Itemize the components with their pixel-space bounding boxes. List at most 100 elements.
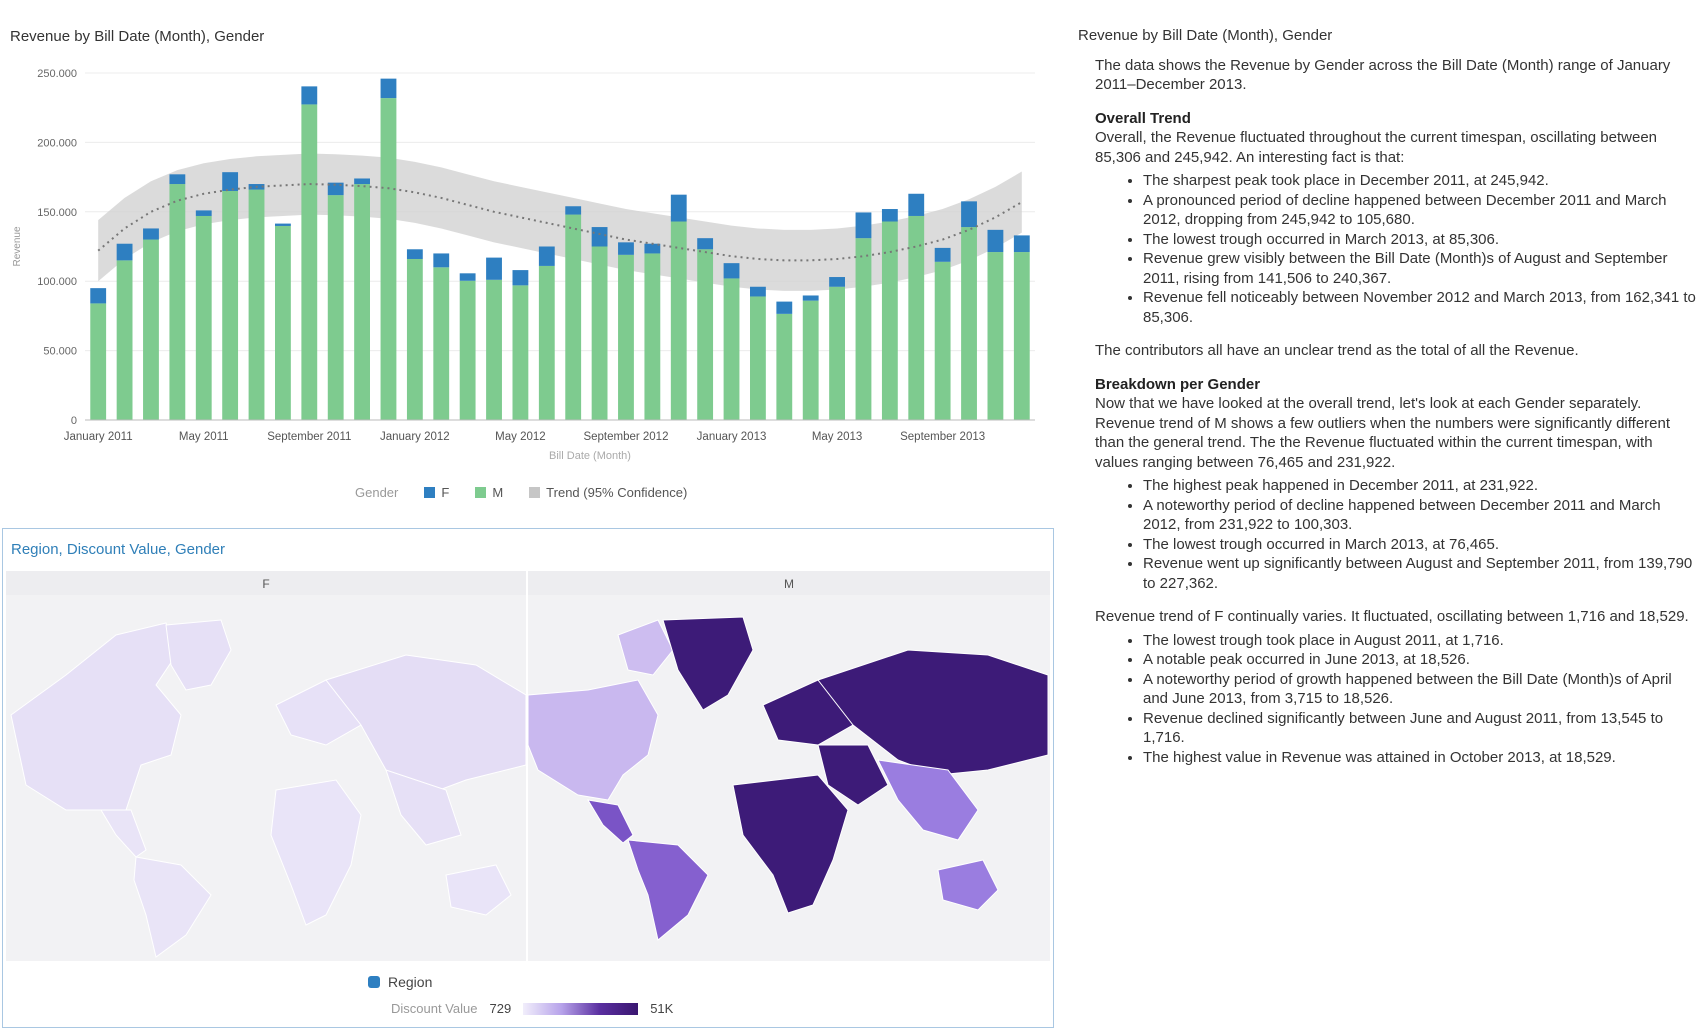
x-tick-label: May 2012 — [495, 431, 546, 443]
bar-m — [934, 261, 951, 420]
f-bullet: The highest value in Revenue was attaine… — [1143, 748, 1698, 768]
map-region-middle-east-m — [817, 744, 889, 806]
m-bullet: The lowest trough occurred in March 2013… — [1143, 535, 1698, 555]
bar-m — [565, 214, 582, 420]
map-facet-m[interactable]: M — [528, 571, 1050, 961]
world-map-f[interactable] — [6, 595, 526, 961]
contributors-text: The contributors all have an unclear tre… — [1095, 342, 1579, 359]
map-region-africa-m — [732, 774, 849, 914]
bar-f — [802, 295, 819, 301]
map-region-south-america-f — [133, 856, 212, 958]
bar-m — [116, 260, 133, 420]
bar-f — [618, 242, 634, 255]
bar-f — [354, 178, 370, 185]
map-region-canada-arctic-m — [617, 619, 674, 676]
bar-m — [380, 98, 397, 421]
narrative-title: Revenue by Bill Date (Month), Gender — [1078, 27, 1333, 44]
y-tick-label: 200.000 — [37, 137, 77, 149]
bar-f — [275, 223, 291, 226]
narrative-intro: The data shows the Revenue by Gender acr… — [1095, 56, 1671, 94]
bar-m — [512, 285, 529, 420]
bar-m — [301, 104, 318, 421]
bar-m — [538, 265, 555, 420]
bar-f — [934, 247, 951, 262]
y-tick-label: 150.000 — [37, 207, 77, 219]
bar-m — [327, 195, 344, 420]
map-region-australia-f — [445, 864, 512, 916]
bar-m — [881, 221, 898, 420]
m-bullet: Revenue went up significantly between Au… — [1143, 554, 1698, 593]
map-region-north-america-f — [10, 622, 182, 811]
bar-f — [723, 263, 740, 279]
facet-header-m: M — [528, 571, 1050, 595]
bar-m — [987, 252, 1004, 420]
bar-m — [908, 215, 925, 420]
legend-swatch-trend — [529, 487, 541, 498]
region-map-panel[interactable]: Region, Discount Value, Gender F M — [2, 528, 1054, 1028]
x-tick-label: May 2011 — [179, 431, 229, 443]
y-tick-label: 0 — [71, 415, 77, 427]
map-region-russia-asia-f — [325, 654, 526, 796]
legend-label: Gender — [355, 485, 399, 500]
bar-f — [538, 246, 555, 266]
revenue-chart-panel: Revenue by Bill Date (Month), Gender 0 50… — [0, 0, 1060, 520]
breakdown-heading: Breakdown per Gender — [1095, 375, 1261, 393]
legend-item-trend[interactable]: Trend (95% Confidence) — [529, 485, 687, 500]
discount-legend-min: 729 — [489, 1001, 512, 1016]
map-legend-region: Region — [368, 974, 432, 990]
map-region-south-asia-f — [385, 769, 462, 846]
map-region-central-america-m — [587, 799, 634, 844]
region-hexagon-icon — [368, 976, 380, 988]
m-bullet: A noteworthy period of decline happened … — [1143, 496, 1698, 535]
x-tick-label: January 2013 — [697, 431, 767, 443]
facet-header-f: F — [6, 571, 526, 595]
map-title: Region, Discount Value, Gender — [11, 541, 226, 558]
x-tick-label: January 2012 — [380, 431, 450, 443]
f-bullet: A notable peak occurred in June 2013, at… — [1143, 650, 1698, 670]
discount-gradient-bar — [523, 1002, 639, 1015]
y-tick-label: 100.000 — [37, 276, 77, 288]
x-tick-label: January 2011 — [64, 431, 133, 443]
map-region-russia-asia-m — [817, 649, 1049, 776]
overall-trend-heading: Overall Trend — [1095, 109, 1191, 127]
bar-m — [222, 190, 239, 420]
y-tick-label: 250.000 — [37, 68, 77, 80]
bar-f — [301, 86, 318, 105]
chart-legend: Gender F M Trend (95% Confidence) — [355, 485, 705, 500]
bar-m — [195, 215, 212, 420]
legend-item-m[interactable]: M — [475, 485, 503, 500]
bar-f — [459, 273, 476, 281]
bar-m — [670, 221, 687, 420]
bar-f — [855, 212, 872, 239]
bar-m — [776, 313, 793, 420]
legend-swatch-f — [424, 487, 436, 498]
bar-f — [195, 210, 212, 216]
bar-m — [486, 279, 502, 420]
bar-m — [90, 303, 107, 420]
y-tick-label: 50.000 — [43, 346, 77, 358]
bar-m — [459, 280, 476, 420]
overall-bullet: A pronounced period of decline happened … — [1143, 191, 1698, 230]
overall-bullet: The lowest trough occurred in March 2013… — [1143, 230, 1698, 250]
map-facet-f[interactable]: F — [6, 571, 526, 961]
map-region-greenland-f — [165, 619, 232, 691]
world-map-m[interactable] — [528, 595, 1050, 961]
bar-f — [169, 174, 186, 185]
bar-m — [433, 267, 450, 420]
bar-f — [697, 238, 714, 250]
bar-f — [644, 243, 661, 254]
f-trend-text: Revenue trend of F continually varies. I… — [1095, 608, 1689, 625]
overall-bullet: The sharpest peak took place in December… — [1143, 171, 1698, 191]
bar-f — [750, 286, 766, 297]
legend-swatch-m — [475, 487, 487, 498]
legend-item-f[interactable]: F — [424, 485, 449, 500]
bar-f — [486, 257, 502, 280]
bar-f — [512, 270, 529, 286]
overall-bullet: Revenue grew visibly between the Bill Da… — [1143, 249, 1698, 288]
bar-f — [222, 172, 239, 191]
bar-f — [433, 253, 450, 268]
x-tick-label: September 2013 — [900, 431, 985, 443]
revenue-bar-chart[interactable]: 0 50.000 100.000 150.000 200.000 250.000 Reven… — [0, 0, 1060, 480]
bar-f — [908, 193, 925, 216]
breakdown-intro: Now that we have looked at the overall t… — [1095, 395, 1642, 412]
